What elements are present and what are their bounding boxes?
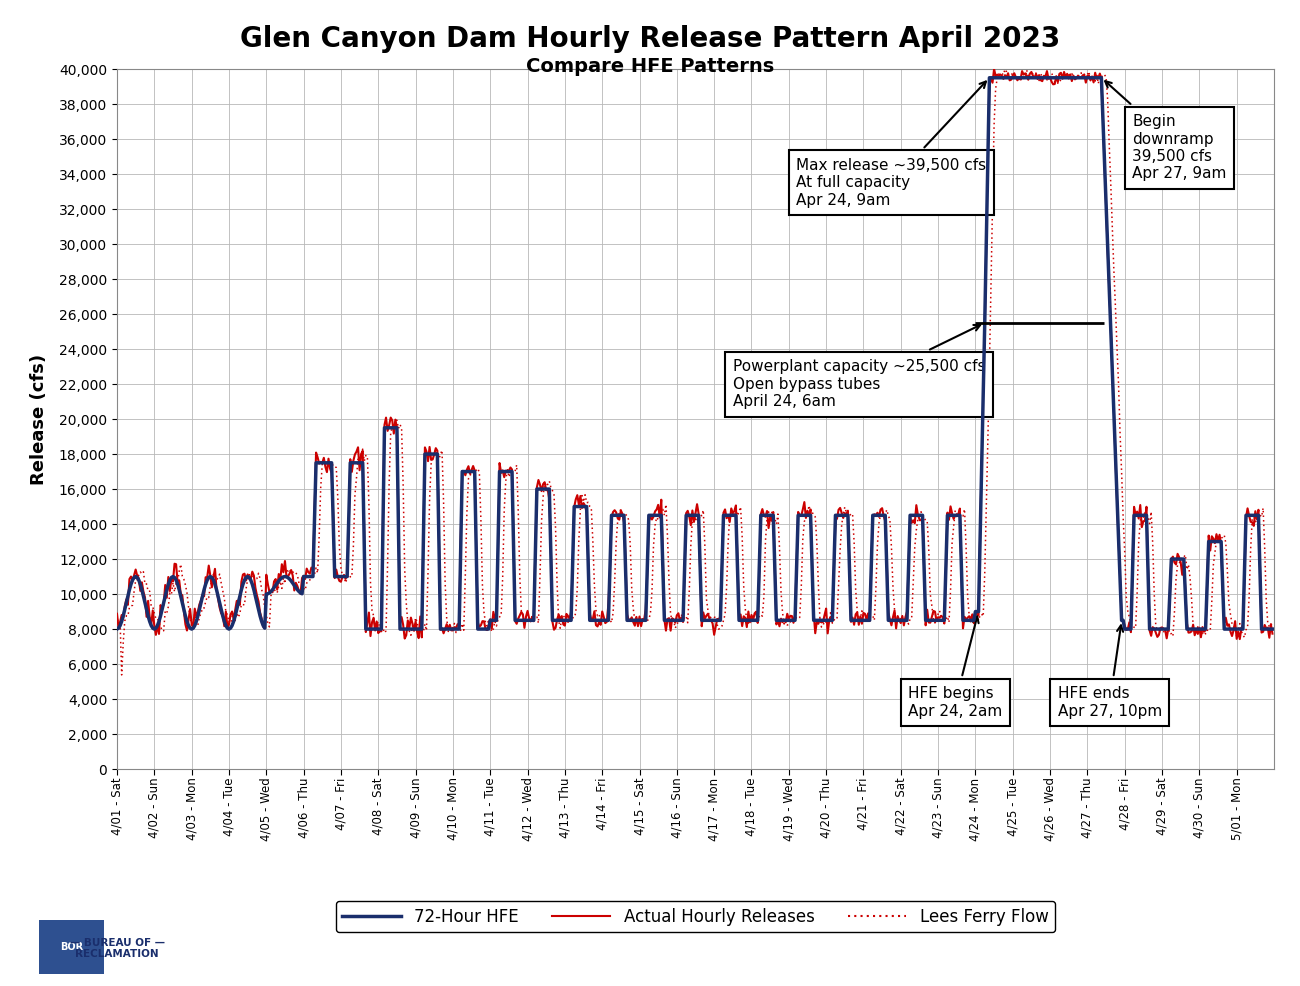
Lees Ferry Flow <box>940 610 956 622</box>
72-Hour HFE <box>646 510 662 522</box>
Actual Hourly Releases <box>987 63 1002 75</box>
Text: Powerplant capacity ~25,500 cfs
Open bypass tubes
April 24, 6am: Powerplant capacity ~25,500 cfs Open byp… <box>733 325 985 409</box>
Lees Ferry Flow <box>967 615 983 627</box>
Text: BOR: BOR <box>60 942 83 952</box>
Lees Ferry Flow <box>647 520 663 531</box>
72-Hour HFE <box>602 562 617 574</box>
Legend: 72-Hour HFE, Actual Hourly Releases, Lees Ferry Flow: 72-Hour HFE, Actual Hourly Releases, Lee… <box>335 901 1056 932</box>
Lees Ferry Flow <box>273 576 289 588</box>
Actual Hourly Releases <box>966 617 982 629</box>
Actual Hourly Releases <box>602 563 617 575</box>
Lees Ferry Flow <box>603 616 619 628</box>
72-Hour HFE <box>939 562 954 574</box>
Text: HFE ends
Apr 27, 10pm: HFE ends Apr 27, 10pm <box>1057 625 1162 719</box>
72-Hour HFE <box>270 575 286 587</box>
72-Hour HFE <box>109 623 125 635</box>
Actual Hourly Releases <box>270 568 286 580</box>
Text: — BUREAU OF —
RECLAMATION: — BUREAU OF — RECLAMATION <box>69 938 165 959</box>
72-Hour HFE <box>966 614 982 626</box>
Lees Ferry Flow <box>109 609 125 621</box>
Text: Compare HFE Patterns: Compare HFE Patterns <box>526 57 774 76</box>
Text: HFE begins
Apr 24, 2am: HFE begins Apr 24, 2am <box>909 616 1002 719</box>
Actual Hourly Releases <box>114 609 130 621</box>
Line: Actual Hourly Releases: Actual Hourly Releases <box>117 69 1273 639</box>
Lees Ferry Flow <box>116 637 131 649</box>
Lees Ferry Flow <box>114 669 130 681</box>
Actual Hourly Releases <box>1265 628 1280 640</box>
Text: Glen Canyon Dam Hourly Release Pattern April 2023: Glen Canyon Dam Hourly Release Pattern A… <box>240 25 1060 52</box>
Text: Begin
downramp
39,500 cfs
Apr 27, 9am: Begin downramp 39,500 cfs Apr 27, 9am <box>1105 81 1226 181</box>
Actual Hourly Releases <box>646 511 662 523</box>
72-Hour HFE <box>982 72 997 84</box>
Text: Max release ~39,500 cfs
At full capacity
Apr 24, 9am: Max release ~39,500 cfs At full capacity… <box>797 82 987 208</box>
Lees Ferry Flow <box>1265 619 1280 631</box>
72-Hour HFE <box>114 615 130 627</box>
Lees Ferry Flow <box>997 63 1013 75</box>
Actual Hourly Releases <box>109 607 125 619</box>
Line: 72-Hour HFE: 72-Hour HFE <box>117 78 1273 629</box>
Actual Hourly Releases <box>939 567 954 579</box>
Actual Hourly Releases <box>1232 633 1248 645</box>
Line: Lees Ferry Flow: Lees Ferry Flow <box>117 69 1273 675</box>
72-Hour HFE <box>1265 623 1280 635</box>
Y-axis label: Release (cfs): Release (cfs) <box>30 354 48 484</box>
